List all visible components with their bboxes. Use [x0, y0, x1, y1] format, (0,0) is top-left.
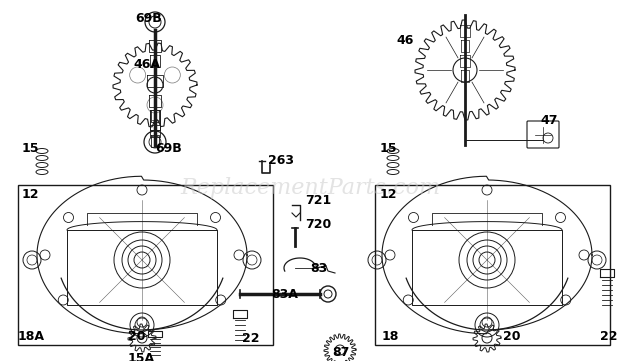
Text: 46A: 46A — [133, 58, 160, 71]
Text: 22: 22 — [242, 331, 260, 344]
Text: 46: 46 — [396, 34, 414, 47]
Text: 83A: 83A — [271, 288, 298, 301]
Text: 18: 18 — [382, 330, 399, 343]
Text: 15: 15 — [380, 142, 397, 155]
Text: 12: 12 — [380, 188, 397, 201]
Text: 47: 47 — [540, 113, 557, 126]
Text: 720: 720 — [305, 218, 331, 231]
Text: 263: 263 — [268, 153, 294, 166]
Text: 15: 15 — [22, 142, 40, 155]
Text: 15A: 15A — [128, 352, 155, 361]
Text: 12: 12 — [22, 188, 40, 201]
Text: 721: 721 — [305, 193, 331, 206]
Text: 87: 87 — [332, 345, 350, 358]
Text: 69B: 69B — [135, 12, 162, 25]
Text: 20: 20 — [128, 330, 146, 343]
Text: ReplacementParts.com: ReplacementParts.com — [180, 177, 440, 199]
Bar — [375, 185, 610, 345]
Text: 20: 20 — [503, 330, 521, 343]
Text: 69B: 69B — [155, 142, 182, 155]
Text: 83: 83 — [310, 261, 327, 274]
Text: 18A: 18A — [18, 330, 45, 343]
Bar — [18, 185, 273, 345]
Text: 22: 22 — [600, 330, 618, 343]
